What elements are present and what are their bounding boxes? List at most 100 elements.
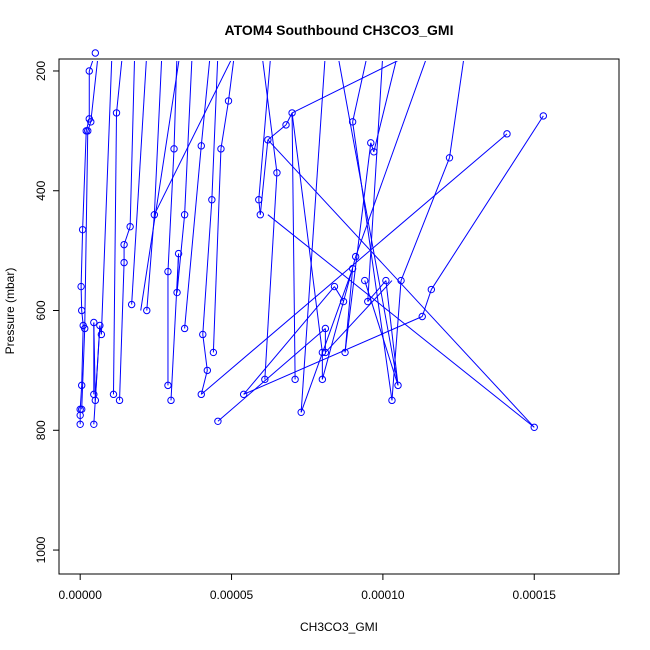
series-line-segment <box>391 280 402 401</box>
data-point <box>330 282 339 291</box>
data-point <box>273 169 281 177</box>
data-point <box>321 324 330 333</box>
data-point <box>214 417 222 425</box>
series-line-segment <box>212 148 222 353</box>
data-point <box>224 97 233 105</box>
data-point <box>348 264 357 273</box>
data-point <box>348 118 357 126</box>
series-line-segment <box>184 145 202 329</box>
series-line-segment <box>112 112 118 395</box>
series-line-segment <box>81 328 86 410</box>
y-axis-label: Pressure (mbar) <box>3 268 17 355</box>
series-line-segment <box>90 61 98 122</box>
series-line-segment <box>352 121 393 401</box>
series-line-segment <box>220 100 230 149</box>
series-line-segment <box>200 133 508 395</box>
series-line-segment <box>80 229 84 287</box>
data-point <box>209 348 218 357</box>
x-axis: 0.00000 0.00005 0.00010 0.00015 <box>58 574 556 602</box>
series-line-segment <box>93 325 101 425</box>
data-point <box>167 396 175 405</box>
data-point <box>150 211 159 219</box>
data-point <box>394 381 402 390</box>
data-point <box>120 240 128 249</box>
data-point <box>370 148 378 156</box>
data-point <box>120 258 128 267</box>
series-line-segment <box>421 289 432 317</box>
data-point <box>217 145 225 153</box>
series-line-segment <box>338 61 399 386</box>
data-point <box>418 312 426 321</box>
chart-title: ATOM4 Southbound CH3CO3_GMI <box>225 22 454 38</box>
series-line-segment <box>211 61 219 200</box>
data-point <box>291 375 299 384</box>
data-point <box>361 276 369 285</box>
data-point <box>282 121 290 129</box>
data-point <box>288 109 296 117</box>
series-line-segment <box>217 328 326 422</box>
series-line-segment <box>153 61 163 215</box>
series-line-segment <box>202 199 213 335</box>
series-line-segment <box>200 370 208 395</box>
series-line-segment <box>367 280 387 302</box>
series-line-segment <box>116 61 123 113</box>
series-line-segment <box>228 61 235 101</box>
series-line-segment <box>85 118 90 131</box>
data-point <box>199 330 207 339</box>
data-point <box>77 282 85 291</box>
series-line-segment <box>243 316 423 395</box>
data-point <box>264 136 272 144</box>
series-line-segment <box>300 268 354 413</box>
data-point <box>397 276 405 285</box>
series-line-segment <box>291 112 323 353</box>
data-point <box>197 390 205 399</box>
series-line-segment <box>87 121 92 132</box>
series-line-segment <box>352 61 367 122</box>
data-point <box>341 348 349 357</box>
data-point <box>84 127 92 135</box>
series-line-segment <box>259 139 269 215</box>
series-line-segment <box>448 61 464 158</box>
series-line-segment <box>167 148 175 272</box>
data-point <box>321 348 330 357</box>
series-lines <box>79 61 544 428</box>
data-point <box>112 109 121 117</box>
data-point <box>445 154 454 162</box>
data-point <box>197 142 205 150</box>
series-line-segment <box>300 61 326 413</box>
data-point <box>339 297 348 306</box>
series-line-segment <box>81 325 84 386</box>
series-line-segment <box>291 61 399 114</box>
data-point <box>78 381 86 390</box>
data-point <box>297 408 305 417</box>
series-line-segment <box>291 112 296 380</box>
data-point <box>364 297 372 306</box>
series-line-segment <box>400 157 450 281</box>
series-line-segment <box>81 310 84 326</box>
data-point <box>76 420 84 428</box>
plot-frame <box>58 58 620 575</box>
data-point <box>256 211 264 219</box>
series-line-segment <box>370 142 375 152</box>
data-point <box>164 267 172 276</box>
series-line-segment <box>80 286 83 311</box>
data-point <box>208 196 216 204</box>
series-line-segment <box>258 199 261 215</box>
data-point <box>180 324 189 333</box>
data-point <box>351 252 360 261</box>
series-line-segment <box>100 61 113 335</box>
data-point <box>261 375 269 384</box>
data-point <box>96 321 104 330</box>
data-point <box>239 390 248 399</box>
data-point <box>81 324 89 333</box>
series-line-segment <box>264 172 278 380</box>
series-line-segment <box>344 142 372 353</box>
series-line-segment <box>153 61 232 215</box>
data-point <box>174 249 183 258</box>
data-point <box>388 396 396 405</box>
series-line-segment <box>173 61 178 149</box>
series-line-segment <box>131 61 147 305</box>
data-point <box>170 145 178 153</box>
data-point <box>126 222 134 231</box>
